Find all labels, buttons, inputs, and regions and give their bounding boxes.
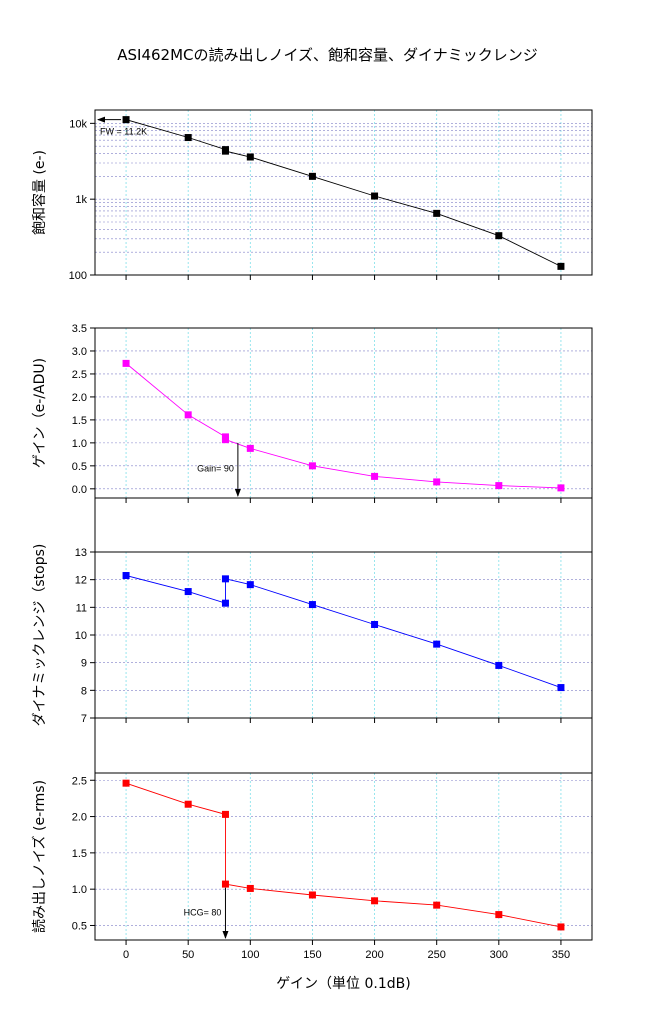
y-axis-label: 飽和容量 (e-) bbox=[31, 150, 48, 235]
series-line bbox=[125, 363, 561, 489]
data-point bbox=[433, 209, 441, 217]
data-point bbox=[371, 192, 379, 200]
plot-frame bbox=[94, 109, 593, 276]
x-axis-label: ゲイン（単位 0.1dB) bbox=[276, 976, 410, 992]
y-tick-label: 3.0 bbox=[72, 346, 87, 358]
data-point bbox=[221, 880, 229, 888]
series-line bbox=[125, 575, 562, 689]
y-tick-label: 3.5 bbox=[72, 323, 87, 335]
data-point bbox=[221, 810, 229, 818]
data-point bbox=[371, 472, 379, 480]
data-point bbox=[184, 800, 192, 808]
data-point bbox=[184, 588, 192, 596]
y-tick-label: 10k bbox=[69, 118, 87, 130]
data-point bbox=[495, 482, 503, 490]
y-tick-label: 7 bbox=[81, 713, 87, 725]
series-line bbox=[125, 782, 561, 928]
data-point bbox=[308, 601, 316, 609]
data-point bbox=[221, 147, 229, 155]
x-tick-label: 350 bbox=[552, 949, 570, 961]
data-point bbox=[308, 172, 316, 180]
data-point bbox=[557, 484, 565, 492]
x-tick-label: 300 bbox=[490, 949, 508, 961]
data-point bbox=[433, 901, 441, 909]
x-tick-label: 200 bbox=[365, 949, 383, 961]
y-tick-label: 2.5 bbox=[72, 775, 87, 787]
plot-frame bbox=[94, 772, 593, 941]
data-point bbox=[184, 411, 192, 419]
data-point bbox=[557, 684, 565, 692]
data-point bbox=[122, 572, 130, 580]
data-point bbox=[495, 911, 503, 919]
y-axis-label: 読み出しノイズ (e-rms) bbox=[31, 780, 48, 933]
y-tick-label: 8 bbox=[81, 685, 87, 697]
y-tick-label: 12 bbox=[75, 575, 87, 587]
data-point bbox=[246, 153, 254, 161]
y-tick-label: 9 bbox=[81, 658, 87, 670]
y-tick-label: 2.0 bbox=[72, 392, 87, 404]
data-point bbox=[433, 478, 441, 486]
data-point bbox=[371, 897, 379, 905]
data-point bbox=[495, 661, 503, 669]
data-point bbox=[308, 891, 316, 899]
y-tick-label: 1.0 bbox=[72, 884, 87, 896]
y-tick-label: 10 bbox=[75, 630, 87, 642]
y-tick-label: 100 bbox=[69, 270, 87, 282]
y-tick-label: 13 bbox=[75, 547, 87, 559]
y-axis-label: ダイナミックレンジ（stops) bbox=[32, 544, 48, 727]
y-tick-label: 0.0 bbox=[72, 484, 87, 496]
data-point bbox=[122, 116, 130, 124]
annotation-label: Gain= 90 bbox=[197, 463, 234, 473]
y-axis-label: ゲイン（e-/ADU) bbox=[32, 358, 48, 468]
x-tick-label: 100 bbox=[241, 949, 259, 961]
x-tick-label: 50 bbox=[182, 949, 194, 961]
y-tick-label: 0.5 bbox=[72, 920, 87, 932]
series-line bbox=[125, 119, 562, 267]
data-point bbox=[122, 779, 130, 787]
data-point bbox=[557, 262, 565, 270]
y-tick-label: 1.5 bbox=[72, 415, 87, 427]
chart-title: ASI462MCの読み出しノイズ、飽和容量、ダイナミックレンジ bbox=[117, 46, 538, 64]
y-tick-label: 11 bbox=[76, 602, 87, 614]
y-tick-label: 2.5 bbox=[72, 369, 87, 381]
y-tick-label: 1k bbox=[75, 194, 87, 206]
y-tick-label: 1.5 bbox=[72, 848, 87, 860]
y-tick-label: 1.0 bbox=[72, 438, 87, 450]
data-point bbox=[184, 134, 192, 142]
data-point bbox=[221, 575, 229, 583]
data-point bbox=[246, 884, 254, 892]
plot-frame bbox=[94, 327, 593, 499]
annotation-label: HCG= 80 bbox=[184, 907, 222, 917]
x-tick-label: 150 bbox=[303, 949, 321, 961]
data-point bbox=[122, 359, 130, 367]
data-point bbox=[371, 620, 379, 628]
data-point bbox=[308, 462, 316, 470]
y-tick-label: 2.0 bbox=[72, 812, 87, 824]
annotation-label: FW = 11.2K bbox=[100, 127, 147, 137]
data-point bbox=[246, 444, 254, 452]
data-point bbox=[433, 640, 441, 648]
data-point bbox=[221, 436, 229, 444]
x-tick-label: 0 bbox=[123, 949, 129, 961]
data-point bbox=[495, 232, 503, 240]
data-point bbox=[557, 923, 565, 931]
data-point bbox=[221, 599, 229, 607]
y-tick-label: 0.5 bbox=[72, 461, 87, 473]
x-tick-label: 250 bbox=[428, 949, 446, 961]
data-point bbox=[246, 581, 254, 589]
